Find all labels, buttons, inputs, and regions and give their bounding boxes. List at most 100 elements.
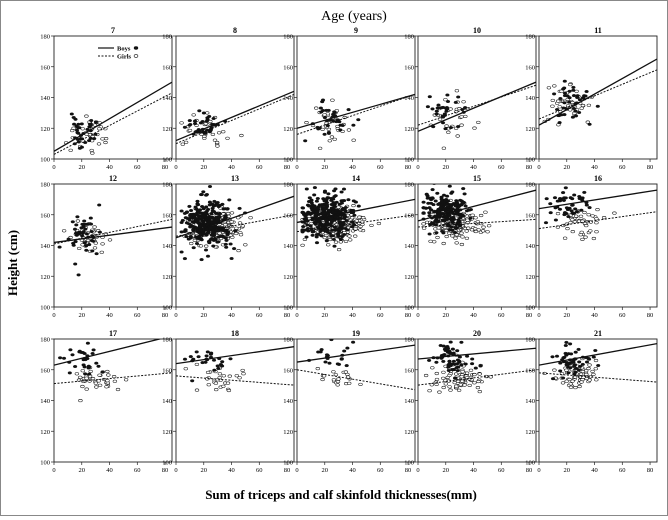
boys-point — [445, 205, 450, 209]
boys-point — [332, 225, 337, 229]
boys-point — [339, 190, 344, 194]
boys-point — [566, 215, 571, 219]
boys-point — [82, 241, 87, 245]
boys-point — [543, 221, 549, 225]
boys-point — [459, 199, 464, 203]
girls-point — [583, 235, 588, 239]
boys-point — [85, 127, 90, 131]
girls-point — [210, 132, 216, 136]
x-tick-label: 0 — [174, 467, 177, 474]
boys-point — [322, 116, 327, 120]
boys-point — [582, 190, 587, 194]
boys-point — [196, 203, 201, 207]
boys-point — [192, 119, 198, 123]
panel-title: 10 — [473, 26, 481, 35]
boys-point — [342, 349, 347, 353]
boys-point — [593, 349, 598, 353]
boys-point — [450, 221, 455, 225]
boys-point — [201, 111, 206, 115]
girls-point — [333, 240, 339, 244]
boys-point — [327, 361, 332, 365]
girls-point — [96, 379, 101, 383]
boys-point — [94, 252, 99, 256]
boys-point — [307, 196, 312, 200]
boys-point — [329, 202, 334, 206]
boys-point — [442, 112, 447, 116]
y-tick-label: 100 — [40, 157, 50, 164]
y-tick-label: 160 — [162, 367, 172, 374]
boys-point — [456, 95, 461, 99]
boys-point — [439, 195, 444, 199]
girls-fit-line — [54, 372, 172, 385]
girls-point — [106, 373, 111, 377]
boys-point — [89, 118, 94, 122]
x-tick-label: 20 — [322, 467, 329, 474]
x-tick-label: 60 — [619, 312, 626, 319]
girls-fit-line — [176, 214, 294, 237]
boys-point — [455, 349, 460, 353]
x-tick-label: 80 — [405, 164, 412, 171]
boys-point — [434, 231, 439, 235]
girls-point — [96, 142, 102, 146]
boys-fit-line — [297, 344, 415, 363]
boys-point — [429, 208, 434, 212]
boys-point — [222, 229, 228, 233]
girls-point — [227, 374, 232, 378]
boys-point — [451, 215, 456, 219]
y-tick-label: 160 — [283, 212, 293, 219]
girls-point — [459, 375, 464, 379]
girls-point — [463, 114, 468, 118]
boys-point — [463, 362, 468, 366]
boys-point — [430, 222, 435, 226]
boys-point — [571, 85, 576, 89]
girls-point — [480, 229, 486, 233]
panel-frame — [296, 338, 416, 463]
boys-point — [332, 244, 337, 248]
girls-point — [591, 236, 597, 241]
girls-point — [423, 373, 429, 378]
plot-area — [418, 340, 536, 394]
panel-title: 7 — [111, 26, 115, 35]
boys-point — [326, 131, 331, 135]
girls-point — [90, 377, 96, 381]
girls-point — [351, 138, 356, 142]
boys-point — [71, 243, 76, 247]
girls-point — [590, 214, 595, 218]
boys-point — [350, 220, 355, 224]
boys-point — [573, 109, 578, 113]
boys-point — [463, 106, 468, 110]
girls-point — [239, 133, 244, 138]
boys-point — [432, 209, 437, 213]
girls-point — [99, 250, 104, 254]
boys-fit-line — [539, 189, 657, 210]
boys-point — [445, 93, 450, 97]
girls-point — [444, 124, 449, 128]
boys-point — [90, 249, 95, 253]
girls-point — [453, 236, 458, 240]
girls-point — [317, 146, 323, 150]
boys-point — [187, 204, 192, 208]
boys-point — [223, 215, 228, 219]
boys-point — [341, 220, 346, 224]
boys-point — [57, 356, 63, 360]
x-tick-label: 20 — [201, 164, 208, 171]
girls-point — [70, 129, 75, 133]
boys-point — [100, 370, 105, 374]
girls-point — [557, 105, 562, 109]
y-axis-label: Height (cm) — [5, 230, 20, 296]
y-tick-label: 180 — [525, 337, 535, 344]
girls-point — [458, 383, 463, 387]
girls-point — [578, 214, 584, 218]
girls-point — [568, 382, 573, 386]
boys-point — [562, 94, 568, 98]
boys-point — [325, 230, 330, 234]
girls-point — [452, 381, 457, 385]
boys-point — [448, 340, 453, 344]
boys-point — [338, 237, 344, 241]
boys-point — [189, 223, 194, 227]
y-tick-label: 140 — [404, 95, 414, 102]
x-tick-label: 80 — [647, 467, 654, 474]
panel-age-17: 17 100 120 140 160 180 0 20 40 60 80 — [40, 329, 173, 474]
boys-point — [334, 208, 339, 212]
girls-point — [441, 241, 446, 246]
